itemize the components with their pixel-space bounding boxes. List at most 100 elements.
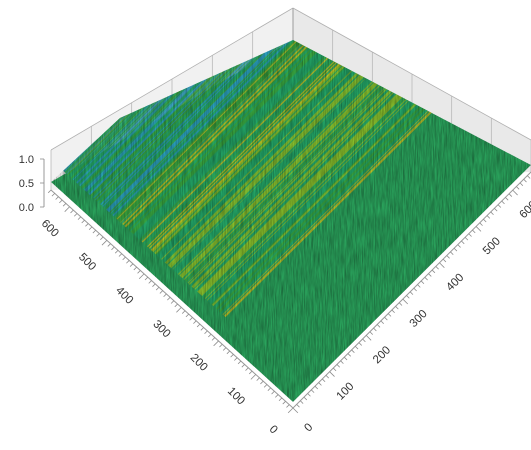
y-tick-mark	[287, 407, 294, 414]
y-axis-line	[50, 189, 294, 409]
y-tick-mark	[234, 357, 238, 361]
x-tick-mark	[332, 367, 337, 372]
y-tick-mark	[129, 263, 134, 267]
x-tick-label: 200	[371, 344, 393, 366]
y-tick-mark	[81, 219, 85, 224]
y-tick-mark	[59, 199, 63, 204]
x-tick-mark	[435, 266, 439, 270]
x-tick-mark	[505, 197, 509, 201]
x-tick-mark	[318, 382, 322, 386]
x-tick-mark	[512, 189, 518, 196]
x-tick-mark	[369, 331, 373, 335]
x-tick-mark	[307, 393, 311, 397]
y-tick-mark	[155, 286, 160, 291]
x-tick-mark	[351, 349, 355, 353]
y-tick-mark	[193, 320, 197, 324]
y-tick-mark	[107, 243, 111, 247]
y-tick-mark	[222, 347, 227, 351]
x-tick-mark	[501, 200, 505, 205]
y-tick-label: 300	[150, 318, 172, 340]
y-tick-mark	[77, 216, 82, 220]
right-wall-top-edge	[292, 7, 531, 141]
y-tick-label: 200	[188, 352, 210, 374]
x-tick-mark	[420, 280, 425, 285]
x-tick-mark	[380, 320, 384, 324]
y-tick-mark	[189, 317, 193, 321]
y-tick-mark	[163, 293, 167, 298]
x-tick-mark	[442, 258, 447, 263]
x-tick-mark	[322, 378, 326, 383]
x-tick-label: 500	[481, 235, 503, 257]
y-tick-mark	[196, 323, 201, 328]
y-tick-mark	[85, 223, 89, 227]
y-tick-mark	[70, 209, 74, 214]
y-tick-mark	[88, 226, 93, 230]
x-tick-mark	[483, 218, 487, 223]
x-tick-mark	[468, 233, 472, 237]
y-tick-mark	[226, 350, 230, 355]
y-tick-mark	[200, 327, 204, 331]
y-tick-mark	[267, 387, 271, 391]
x-tick-mark	[486, 215, 491, 219]
y-tick-label: 100	[225, 385, 247, 407]
x-tick-mark	[406, 295, 410, 299]
x-tick-label: 300	[408, 308, 430, 330]
z-tick-label: 0.0	[19, 202, 34, 214]
y-tick-mark	[275, 394, 279, 398]
x-axis-line	[292, 171, 531, 409]
z-tick-label: 0.5	[19, 178, 34, 190]
y-tick-label: 600	[39, 218, 61, 240]
x-tick-mark	[508, 193, 513, 197]
y-tick-mark	[181, 310, 186, 314]
x-tick-mark	[340, 360, 344, 364]
y-tick-mark	[122, 256, 126, 261]
x-tick-mark	[347, 353, 352, 357]
y-tick-mark	[213, 340, 219, 347]
y-tick-mark	[62, 203, 67, 207]
x-tick-mark	[428, 273, 432, 277]
x-tick-mark	[523, 178, 527, 183]
x-tick-mark	[303, 396, 308, 401]
y-tick-mark	[219, 343, 223, 348]
x-tick-label: 400	[444, 272, 466, 294]
x-tick-mark	[354, 345, 359, 350]
x-tick-mark	[391, 309, 395, 314]
x-tick-mark	[479, 222, 483, 226]
x-tick-mark	[336, 364, 341, 368]
x-tick-mark	[424, 277, 428, 281]
x-tick-mark	[450, 251, 454, 255]
y-tick-mark	[250, 374, 257, 380]
y-tick-mark	[167, 297, 171, 301]
x-tick-mark	[417, 284, 421, 288]
x-tick-mark	[358, 342, 362, 346]
x-tick-mark	[300, 400, 304, 404]
x-tick-mark	[461, 240, 465, 245]
x-tick-mark	[292, 407, 299, 414]
y-tick-mark	[286, 404, 290, 408]
y-tick-mark	[260, 380, 264, 385]
x-tick-mark	[387, 313, 392, 317]
y-tick-mark	[111, 246, 115, 251]
x-tick-mark	[311, 389, 315, 393]
x-tick-mark	[464, 237, 469, 241]
x-tick-mark	[516, 186, 520, 190]
y-tick-mark	[176, 307, 182, 313]
x-tick-mark	[490, 211, 494, 216]
y-tick-mark	[174, 303, 178, 308]
y-tick-mark	[263, 384, 268, 388]
y-tick-mark	[118, 253, 123, 257]
y-tick-mark	[144, 276, 149, 281]
x-tick-mark	[402, 298, 409, 305]
y-tick-mark	[208, 333, 212, 338]
x-tick-mark	[413, 287, 417, 292]
x-tick-mark	[472, 229, 476, 234]
x-tick-mark	[527, 175, 531, 179]
y-tick-mark	[126, 260, 130, 264]
y-tick-mark	[271, 390, 275, 395]
y-tick-mark	[133, 266, 137, 271]
y-tick-mark	[101, 240, 108, 246]
y-tick-mark	[237, 360, 242, 365]
y-tick-mark	[96, 233, 100, 237]
y-tick-mark	[47, 189, 52, 194]
